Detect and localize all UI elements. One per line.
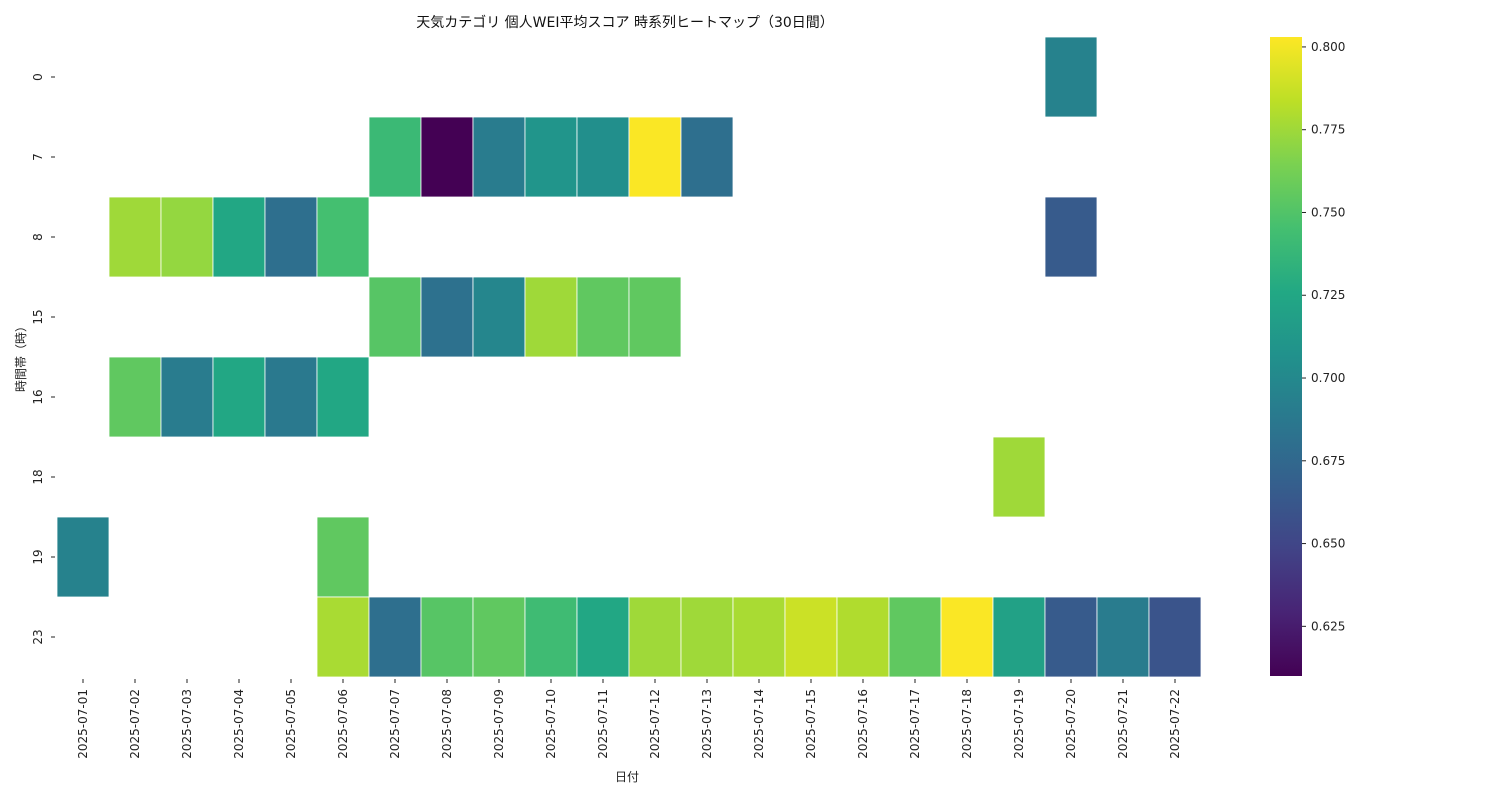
x-tick-label: 2025-07-20: [1064, 689, 1078, 759]
heatmap-cell: [420, 276, 474, 358]
heatmap-cell: [628, 596, 682, 678]
x-tick-label: 2025-07-18: [960, 689, 974, 759]
heatmap-cell: [732, 596, 786, 678]
x-tick-label: 2025-07-05: [284, 689, 298, 759]
heatmap-cell: [1148, 596, 1202, 678]
chart-title: 天気カテゴリ 個人WEI平均スコア 時系列ヒートマップ（30日間）: [416, 14, 834, 31]
colorbar-tick-label: 0.700: [1311, 371, 1345, 385]
y-tick-label: 19: [31, 549, 45, 564]
heatmap-cell: [316, 356, 370, 438]
heatmap-cell: [940, 596, 994, 678]
heatmap-cell: [420, 596, 474, 678]
heatmap-cell: [1044, 36, 1098, 118]
heatmap-cell: [316, 596, 370, 678]
x-tick-label: 2025-07-21: [1116, 689, 1130, 759]
colorbar-ticks: 0.625 0.650 0.675 0.700 0.725 0.750 0.775 0.800: [1302, 40, 1345, 633]
heatmap-cell: [576, 116, 630, 198]
heatmap-cell: [316, 516, 370, 598]
heatmap-cell: [628, 116, 682, 198]
x-tick-label: 2025-07-19: [1012, 689, 1026, 759]
x-tick-label: 2025-07-16: [856, 689, 870, 759]
heatmap-cell: [992, 596, 1046, 678]
x-tick-label: 2025-07-15: [804, 689, 818, 759]
x-tick-label: 2025-07-11: [596, 689, 610, 759]
heatmap-cell: [784, 596, 838, 678]
y-tick-label: 0: [31, 73, 45, 81]
y-tick-label: 8: [31, 233, 45, 241]
y-tick-label: 23: [31, 629, 45, 644]
heatmap-cell: [368, 116, 422, 198]
heatmap-cell: [524, 116, 578, 198]
heatmap-cell: [316, 196, 370, 278]
heatmap-cell: [628, 276, 682, 358]
colorbar-tick-label: 0.775: [1311, 123, 1345, 137]
heatmap-cell: [264, 356, 318, 438]
heatmap-cell: [212, 356, 266, 438]
heatmap-cell: [992, 436, 1046, 518]
heatmap-cell: [1044, 596, 1098, 678]
heatmap-cell: [212, 196, 266, 278]
colorbar-tick-label: 0.800: [1311, 40, 1345, 54]
heatmap-cell: [576, 276, 630, 358]
heatmap-cell: [160, 356, 214, 438]
x-tick-label: 2025-07-17: [908, 689, 922, 759]
y-axis-ticks: 0 7 8 15 16 18 19 23: [31, 73, 55, 645]
x-tick-label: 2025-07-03: [180, 689, 194, 759]
heatmap-cell: [108, 356, 162, 438]
colorbar-tick-label: 0.650: [1311, 537, 1345, 551]
heatmap-cell: [680, 116, 734, 198]
x-tick-label: 2025-07-06: [336, 689, 350, 759]
x-tick-label: 2025-07-07: [388, 689, 402, 759]
y-tick-label: 16: [31, 389, 45, 404]
heatmap-cells: [56, 36, 1202, 678]
x-tick-label: 2025-07-08: [440, 689, 454, 759]
heatmap-cell: [888, 596, 942, 678]
x-tick-label: 2025-07-12: [648, 689, 662, 759]
x-tick-label: 2025-07-22: [1168, 689, 1182, 759]
x-tick-label: 2025-07-13: [700, 689, 714, 759]
y-tick-label: 7: [31, 153, 45, 161]
colorbar: [1270, 37, 1302, 676]
heatmap-cell: [1044, 196, 1098, 278]
heatmap-cell: [680, 596, 734, 678]
x-axis-label: 日付: [615, 770, 639, 784]
heatmap-cell: [472, 596, 526, 678]
x-tick-label: 2025-07-10: [544, 689, 558, 759]
x-tick-label: 2025-07-09: [492, 689, 506, 759]
heatmap-cell: [836, 596, 890, 678]
heatmap-cell: [108, 196, 162, 278]
x-tick-label: 2025-07-02: [128, 689, 142, 759]
y-axis-label: 時間帯（時）: [14, 320, 28, 392]
heatmap-cell: [368, 596, 422, 678]
y-tick-label: 18: [31, 469, 45, 484]
colorbar-tick-label: 0.750: [1311, 205, 1345, 219]
x-axis-ticks: 2025-07-01 2025-07-02 2025-07-03 2025-07-04…: [76, 679, 1182, 759]
heatmap-cell: [368, 276, 422, 358]
heatmap-cell: [524, 596, 578, 678]
colorbar-tick-label: 0.625: [1311, 619, 1345, 633]
heatmap-cell: [576, 596, 630, 678]
heatmap-cell: [524, 276, 578, 358]
x-tick-label: 2025-07-04: [232, 689, 246, 759]
heatmap-cell: [264, 196, 318, 278]
heatmap-cell: [160, 196, 214, 278]
x-tick-label: 2025-07-14: [752, 689, 766, 759]
heatmap-cell: [420, 116, 474, 198]
heatmap-cell: [472, 276, 526, 358]
heatmap-cell: [56, 516, 110, 598]
heatmap-cell: [472, 116, 526, 198]
colorbar-tick-label: 0.725: [1311, 288, 1345, 302]
colorbar-tick-label: 0.675: [1311, 454, 1345, 468]
heatmap-cell: [1096, 596, 1150, 678]
x-tick-label: 2025-07-01: [76, 689, 90, 759]
y-tick-label: 15: [31, 309, 45, 324]
